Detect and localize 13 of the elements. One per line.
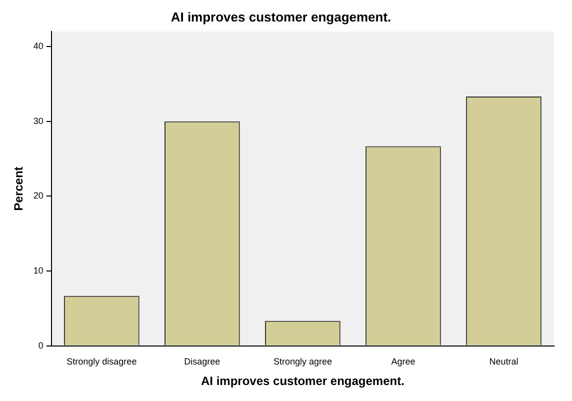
y-axis-title: Percent	[12, 166, 26, 211]
y-tick-label: 40	[33, 41, 44, 52]
x-tick-label: Strongly disagree	[66, 356, 137, 367]
x-tick-label: Disagree	[184, 356, 220, 367]
y-tick-label: 0	[38, 340, 44, 350]
x-axis-title: AI improves customer engagement.	[201, 374, 404, 388]
y-tick-label: 20	[33, 190, 44, 201]
x-tick-label: Strongly agree	[273, 356, 332, 367]
chart-title: AI improves customer engagement.	[170, 9, 392, 24]
x-tick-label: Agree	[391, 356, 416, 367]
y-tick-label: 10	[33, 265, 44, 276]
x-tick-label: Neutral	[489, 356, 518, 367]
y-tick-label: 30	[33, 116, 44, 126]
